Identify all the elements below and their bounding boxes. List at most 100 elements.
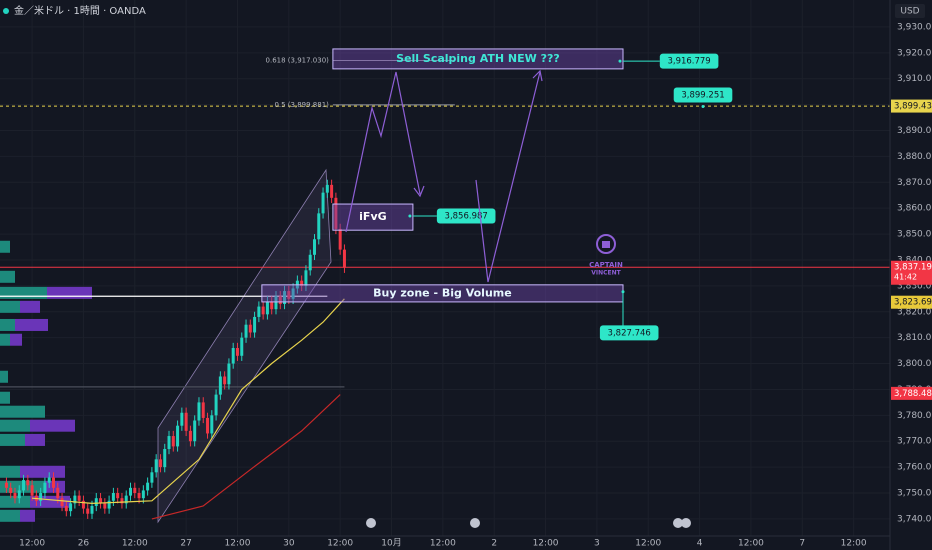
volume-up: [0, 370, 8, 383]
arrow-head: [532, 69, 543, 82]
volume-down: [25, 433, 45, 446]
x-tick-label: 30: [283, 539, 295, 549]
candle-body: [188, 430, 192, 442]
y-tick-label: 3,880.000: [897, 152, 932, 162]
candle-body: [13, 493, 17, 499]
y-tick-label: 3,920.000: [897, 48, 932, 58]
candle-body: [338, 228, 342, 250]
candle-body: [69, 503, 73, 512]
volume-down: [15, 318, 48, 331]
zone: [332, 48, 624, 70]
candle-body: [265, 301, 269, 315]
y-tick-label: 3,910.000: [897, 74, 932, 84]
candle-body: [167, 436, 171, 449]
y-tick-label: 3,760.000: [897, 463, 932, 473]
candle-body: [325, 184, 329, 193]
event-flag[interactable]: [470, 518, 480, 528]
x-tick-label: 12:00: [122, 539, 148, 549]
x-tick-label: 26: [78, 539, 90, 549]
price-label: 3,788.481: [894, 389, 932, 399]
event-flag[interactable]: [366, 518, 376, 528]
candle-body: [103, 503, 107, 509]
y-tick-label: 3,930.000: [897, 22, 932, 32]
x-tick-label: 2: [491, 539, 497, 549]
volume-down: [10, 333, 22, 346]
x-tick-label: 12:00: [738, 539, 764, 549]
trend-channel: [157, 168, 332, 524]
candle-body: [184, 412, 188, 431]
price-label-timer: 41:42: [894, 273, 917, 282]
candle-body: [270, 301, 274, 310]
y-tick-label: 3,810.000: [897, 333, 932, 343]
candle-body: [60, 498, 64, 506]
event-flag[interactable]: [681, 518, 691, 528]
candle-body: [197, 402, 201, 421]
price-label-box: [891, 99, 932, 113]
candle-body: [261, 306, 265, 315]
event-flag[interactable]: [673, 518, 683, 528]
volume-up: [0, 433, 25, 446]
candle-body: [146, 482, 150, 491]
event-flags: [366, 518, 691, 528]
status-dot: [3, 8, 9, 14]
candle-body: [278, 296, 282, 304]
candle-body: [304, 270, 308, 286]
marker-dot: [701, 105, 705, 109]
candle-body: [137, 493, 141, 499]
logo-text: VINCENT: [591, 270, 621, 277]
candle-body: [317, 213, 321, 240]
candle-body: [124, 495, 128, 504]
y-tick-label: 3,840.000: [897, 255, 932, 265]
volume-up: [0, 419, 30, 432]
candle-body: [77, 495, 81, 501]
volume-up: [0, 509, 20, 522]
candle-body: [26, 480, 30, 486]
volume-up: [0, 465, 20, 478]
target-label: 3,827.746: [608, 328, 651, 338]
volume-up: [0, 300, 20, 313]
candle-body: [116, 493, 120, 499]
zones-layer: Sell Scalping ATH NEW ??? 3,916.779 iFvG 3,…: [261, 48, 733, 341]
candle-body: [283, 291, 287, 304]
candle-body: [22, 480, 26, 491]
candle-body: [4, 482, 8, 488]
y-tick-label: 3,780.000: [897, 411, 932, 421]
candle-body: [308, 254, 312, 271]
logo: CAPTAIN VINCENT: [589, 234, 623, 277]
volume-down: [30, 419, 75, 432]
target-label-box: [659, 53, 719, 69]
x-tick-label: 12:00: [841, 539, 867, 549]
candle-body: [99, 498, 103, 504]
target-dot: [621, 290, 625, 294]
y-tick-label: 3,740.000: [897, 514, 932, 524]
y-tick-label: 3,850.000: [897, 230, 932, 240]
candle-body: [201, 402, 205, 418]
candle-body: [9, 487, 13, 494]
logo-icon: [602, 241, 610, 248]
y-tick-label: 3,870.000: [897, 178, 932, 188]
candle-body: [206, 417, 210, 434]
volume-up: [0, 391, 10, 404]
candle-body: [30, 485, 34, 496]
currency-box[interactable]: [895, 4, 925, 18]
y-tick-label: 3,860.000: [897, 204, 932, 214]
candle-body: [73, 495, 77, 504]
y-tick-label: 3,890.000: [897, 126, 932, 136]
currency: USD: [900, 7, 919, 17]
y-tick-label: 3,770.000: [897, 437, 932, 447]
marker-box: [673, 87, 733, 103]
price-label: 3,899.436: [894, 102, 932, 112]
arrow-path: [345, 71, 421, 233]
candle-body: [133, 487, 137, 494]
volume-down: [20, 465, 65, 478]
candle-body: [90, 505, 94, 514]
candle-body: [321, 192, 325, 214]
candle-body: [150, 472, 154, 483]
price-label-box: [891, 260, 932, 285]
x-tick-label: 10月: [381, 538, 401, 549]
candle-body: [291, 288, 295, 299]
candle-body: [171, 436, 175, 447]
